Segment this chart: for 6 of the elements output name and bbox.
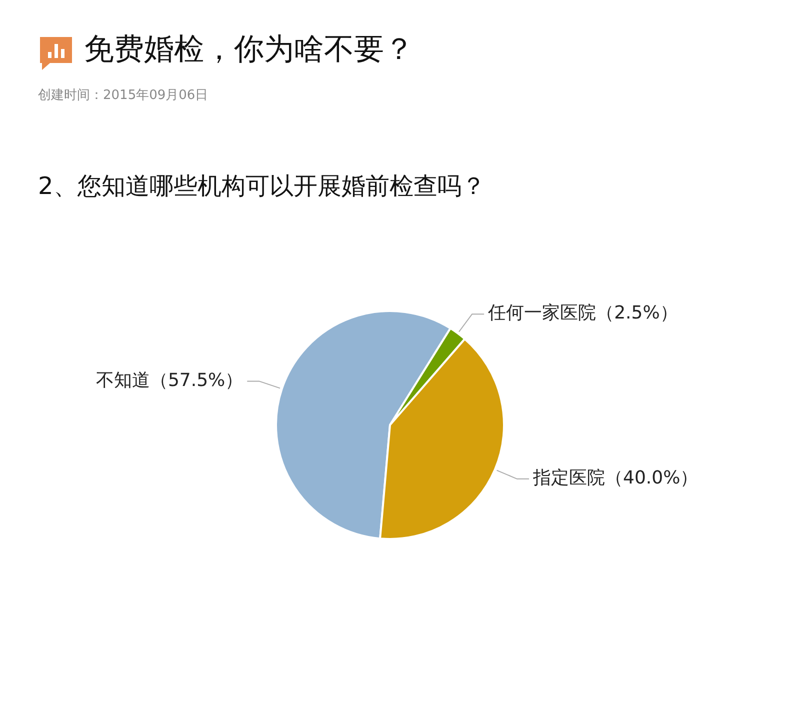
text: 创建时间：2015年09月06日: [38, 87, 208, 105]
slice-label: 指定医院（40.0%）: [532, 468, 698, 489]
slice-label: 不知道（57.5%）: [96, 370, 244, 391]
slice-label: 任何一家医院（2.5%）: [487, 302, 678, 324]
chart-subtitle: 2、您知道哪些机构可以开展婚前检查吗？: [38, 171, 486, 202]
chart-title: 免费婚检，你为啥不要？: [84, 31, 414, 69]
